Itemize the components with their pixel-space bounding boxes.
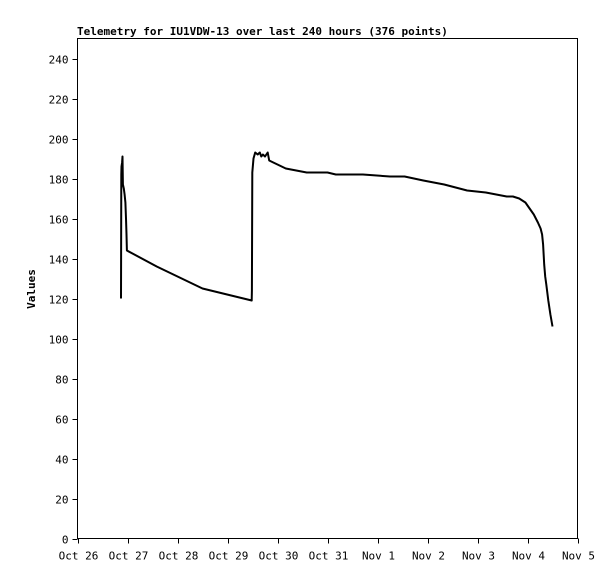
- x-tick-label: Nov 4: [512, 550, 545, 563]
- x-tick-label: Nov 3: [462, 550, 495, 563]
- y-tick-label: 20: [55, 494, 68, 507]
- y-tick-label: 0: [62, 534, 69, 547]
- x-tick-label: Nov 1: [362, 550, 395, 563]
- series-group: [120, 151, 554, 327]
- x-tick-label: Oct 27: [109, 550, 149, 563]
- y-tick-label: 240: [49, 54, 69, 67]
- x-tick-label: Nov 2: [412, 550, 445, 563]
- series-line: [120, 151, 554, 327]
- x-tick-label: Oct 26: [59, 550, 99, 563]
- y-tick-label: 80: [55, 374, 68, 387]
- x-tick-label: Oct 28: [159, 550, 199, 563]
- y-tick-label: 220: [49, 94, 69, 107]
- x-tick-label: Oct 30: [259, 550, 299, 563]
- x-tick-label: Nov 5: [562, 550, 595, 563]
- y-tick-label: 200: [49, 134, 69, 147]
- y-tick-label: 60: [55, 414, 68, 427]
- plot-frame: [77, 38, 578, 539]
- y-tick-label: 40: [55, 454, 68, 467]
- y-tick-label: 140: [49, 254, 69, 267]
- x-tick-label: Oct 29: [209, 550, 249, 563]
- y-tick-label: 120: [49, 294, 69, 307]
- x-tick-label: Oct 31: [309, 550, 349, 563]
- chart-title: Telemetry for IU1VDW-13 over last 240 ho…: [77, 25, 448, 38]
- y-tick-label: 160: [49, 214, 69, 227]
- x-axis: Oct 26 Oct 27 Oct 28 Oct 29 Oct 30 Oct 31 Nov …: [59, 538, 595, 563]
- y-tick-label: 100: [49, 334, 69, 347]
- y-axis-label: Values: [25, 269, 38, 309]
- y-tick-label: 180: [49, 174, 69, 187]
- y-axis: 0 20 40 60 80 100 120 140 160 180 200 220 240: [49, 54, 78, 547]
